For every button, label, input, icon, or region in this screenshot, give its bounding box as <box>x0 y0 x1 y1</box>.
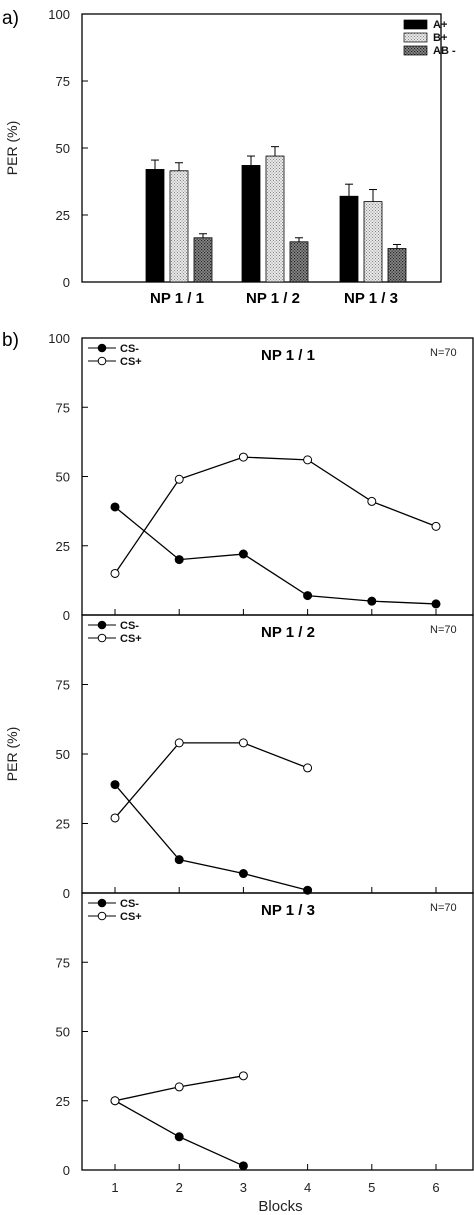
category-label-1: NP 1 / 1 <box>150 290 204 307</box>
y-tick-label-b1: 0 <box>63 608 70 623</box>
plot-frame-b1 <box>81 337 474 616</box>
x-tick-label: 1 <box>111 1180 118 1195</box>
data-point-b1-1 <box>367 596 377 606</box>
legend-marker-b2 <box>97 620 107 630</box>
legend-label-b3-1: CS- <box>120 898 139 910</box>
data-point-b3-2 <box>110 1096 120 1106</box>
series-line-b2-2 <box>114 742 308 819</box>
data-point-b1-2 <box>303 455 313 465</box>
bar-3-1 <box>193 237 213 283</box>
panel-title-b3: NP 1 / 3 <box>261 902 315 919</box>
series-line-b1-2 <box>114 456 437 574</box>
data-point-b3-2 <box>174 1082 184 1092</box>
x-tick-label: 2 <box>176 1180 183 1195</box>
data-point-b2-2 <box>238 738 248 748</box>
data-point-b2-1 <box>238 869 248 879</box>
x-tick-label: 3 <box>240 1180 247 1195</box>
legend-label-b1-2: CS+ <box>120 356 142 368</box>
data-point-b1-2 <box>431 521 441 531</box>
bar-1-2 <box>241 165 261 283</box>
category-label-2: NP 1 / 2 <box>246 290 300 307</box>
y-tick-label-b2: 25 <box>56 817 70 832</box>
plot-frame-a <box>81 13 442 283</box>
y-tick-label-b1: 75 <box>56 400 70 415</box>
y-tick-label-a: 25 <box>56 208 70 223</box>
y-tick-label-b3: 0 <box>63 1163 70 1178</box>
data-point-b3-1 <box>174 1132 184 1142</box>
legend-marker-b1 <box>97 356 107 366</box>
bar-2-2 <box>265 155 285 283</box>
data-point-b1-1 <box>110 502 120 512</box>
legend-swatch-a-2 <box>403 32 428 43</box>
data-point-b1-2 <box>174 474 184 484</box>
data-point-b2-2 <box>174 738 184 748</box>
y-tick-label-b3: 50 <box>56 1025 70 1040</box>
plot-frame-b2 <box>81 614 474 894</box>
data-point-b2-1 <box>110 780 120 790</box>
data-point-b1-1 <box>303 591 313 601</box>
legend-marker-b1 <box>97 343 107 353</box>
y-tick-label-b3: 25 <box>56 1094 70 1109</box>
x-tick-label: 4 <box>304 1180 311 1195</box>
data-point-b1-1 <box>431 599 441 609</box>
legend-label-a-1: A+ <box>433 19 447 31</box>
data-point-b2-1 <box>303 885 313 895</box>
bar-3-3 <box>387 248 407 283</box>
bar-1-3 <box>339 195 359 283</box>
y-tick-label-b2: 0 <box>63 886 70 901</box>
bar-2-3 <box>363 201 383 283</box>
data-point-b3-2 <box>238 1071 248 1081</box>
n-label-b2: N=70 <box>430 624 457 636</box>
bar-2-1 <box>169 170 189 283</box>
x-tick-label: 5 <box>368 1180 375 1195</box>
legend-swatch-a-1 <box>403 19 428 30</box>
bar-1-1 <box>145 169 165 283</box>
data-point-b1-2 <box>367 496 377 506</box>
data-point-b1-2 <box>110 568 120 578</box>
y-tick-label-a: 100 <box>48 7 70 22</box>
y-tick-label-b3: 75 <box>56 955 70 970</box>
legend-label-b3-2: CS+ <box>120 911 142 923</box>
y-tick-label-b1: 50 <box>56 470 70 485</box>
bar-3-2 <box>289 241 309 283</box>
data-point-b2-2 <box>303 763 313 773</box>
legend-marker-b3 <box>97 898 107 908</box>
y-axis-label-b2: PER (%) <box>4 727 20 781</box>
y-tick-label-b1: 100 <box>48 331 70 346</box>
legend-swatch-a-3 <box>403 45 428 56</box>
legend-label-b2-2: CS+ <box>120 633 142 645</box>
y-tick-label-a: 75 <box>56 74 70 89</box>
data-point-b3-1 <box>238 1161 248 1171</box>
legend-label-a-2: B+ <box>433 32 447 44</box>
legend-label-b1-1: CS- <box>120 343 139 355</box>
y-tick-label-a: 0 <box>63 275 70 290</box>
n-label-b3: N=70 <box>430 902 457 914</box>
y-tick-label-b2: 50 <box>56 747 70 762</box>
y-tick-label-b1: 25 <box>56 539 70 554</box>
x-axis-label: Blocks <box>258 1198 302 1215</box>
y-axis-label-a: PER (%) <box>4 121 20 175</box>
plot-frame-b3 <box>81 892 474 1171</box>
data-point-b2-1 <box>174 855 184 865</box>
series-line-b2-1 <box>114 784 308 891</box>
panel-b-label: b) <box>2 330 19 351</box>
y-tick-label-a: 50 <box>56 141 70 156</box>
data-point-b1-1 <box>174 555 184 565</box>
n-label-b1: N=70 <box>430 347 457 359</box>
legend-marker-b2 <box>97 633 107 643</box>
legend-marker-b3 <box>97 911 107 921</box>
x-tick-label: 6 <box>432 1180 439 1195</box>
series-line-b1-1 <box>114 506 437 605</box>
legend-label-a-3: AB - <box>433 45 456 57</box>
panel-title-b2: NP 1 / 2 <box>261 624 315 641</box>
legend-label-b2-1: CS- <box>120 620 139 632</box>
panel-title-b1: NP 1 / 1 <box>261 347 315 364</box>
data-point-b2-2 <box>110 813 120 823</box>
data-point-b1-1 <box>238 549 248 559</box>
panel-a-label: a) <box>2 8 19 29</box>
y-tick-label-b2: 75 <box>56 678 70 693</box>
data-point-b1-2 <box>238 452 248 462</box>
category-label-3: NP 1 / 3 <box>344 290 398 307</box>
